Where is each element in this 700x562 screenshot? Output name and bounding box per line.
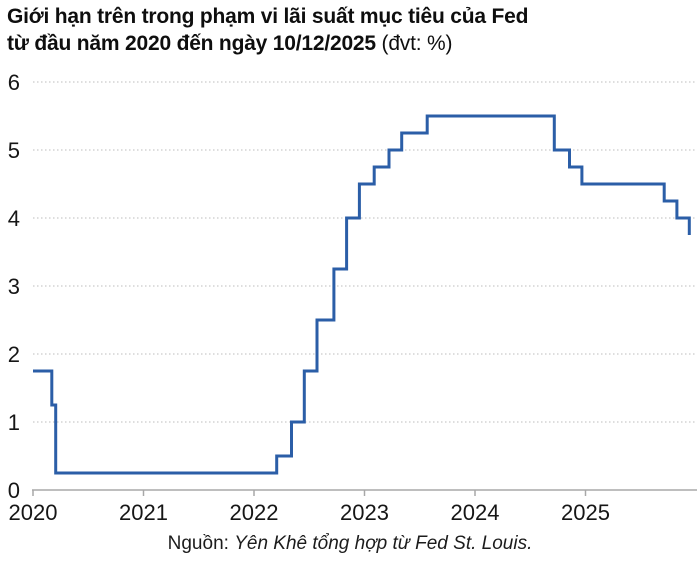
source-caption: Nguồn: Yên Khê tổng hợp từ Fed St. Louis… [0,533,700,555]
y-tick-label-2: 2 [8,342,20,367]
y-tick-label-4: 4 [8,206,20,231]
gridlines [33,81,697,423]
y-tick-label-1: 1 [8,410,20,435]
fed-rate-step-line [33,114,691,475]
x-tick-label-2020: 2020 [9,500,58,525]
x-tick-label-2021: 2021 [119,500,168,525]
y-axis-labels: 0 1 2 3 4 5 6 [8,70,20,503]
source-prefix: Nguồn: [167,533,229,554]
y-tick-label-0: 0 [8,478,20,503]
chart-title-line2: từ đầu năm 2020 đến ngày 10/12/2025 [7,32,376,55]
y-tick-label-5: 5 [8,138,20,163]
chart-title: Giới hạn trên trong phạm vi lãi suất mục… [7,3,647,57]
x-tick-label-2023: 2023 [340,500,389,525]
source-text: Yên Khê tổng hợp từ Fed St. Louis. [234,533,533,554]
y-tick-label-6: 6 [8,70,20,95]
x-axis [32,489,697,496]
x-tick-label-2022: 2022 [230,500,279,525]
x-tick-label-2025: 2025 [561,500,610,525]
x-axis-labels: 2020 2021 2022 2023 2024 2025 [9,500,610,525]
y-tick-label-3: 3 [8,274,20,299]
chart-title-line1: Giới hạn trên trong phạm vi lãi suất mục… [7,5,529,28]
x-tick-label-2024: 2024 [451,500,500,525]
chart-unit-note: (đvt: %) [381,32,453,55]
